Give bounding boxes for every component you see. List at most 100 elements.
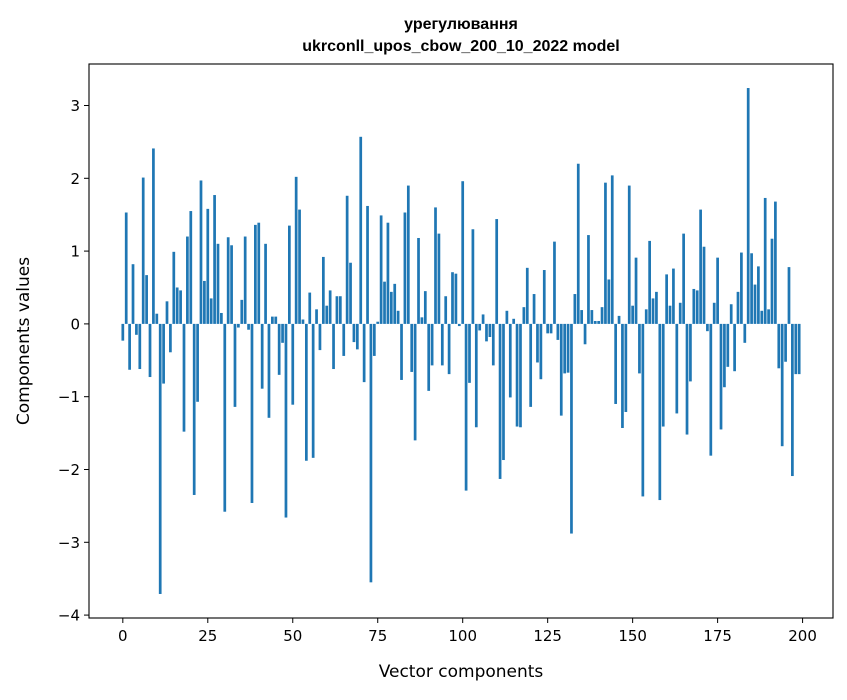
bar-34 — [237, 323, 240, 328]
bar-65 — [342, 323, 346, 356]
bar-191 — [770, 238, 774, 324]
bar-15 — [172, 251, 176, 324]
bar-130 — [563, 323, 567, 374]
y-tick-label: −1 — [58, 388, 80, 406]
bar-94 — [440, 323, 444, 366]
bar-90 — [427, 323, 431, 391]
bar-88 — [420, 317, 424, 324]
bar-40 — [257, 222, 261, 324]
bar-61 — [328, 290, 332, 324]
bar-4 — [135, 323, 138, 335]
bar-144 — [610, 175, 614, 324]
bar-181 — [736, 291, 740, 324]
bar-17 — [179, 290, 182, 324]
bar-126 — [549, 323, 553, 334]
bar-140 — [597, 320, 601, 324]
bar-24 — [203, 280, 206, 324]
bar-172 — [706, 323, 709, 332]
plot-frame — [88, 63, 834, 619]
bar-19 — [186, 236, 189, 324]
bar-28 — [216, 243, 220, 324]
bar-72 — [366, 205, 369, 324]
bar-120 — [529, 323, 533, 407]
bar-76 — [379, 215, 383, 324]
bar-153 — [641, 323, 645, 497]
bar-10 — [155, 313, 159, 324]
bar-178 — [726, 323, 730, 367]
bar-33 — [233, 323, 237, 407]
bar-177 — [723, 323, 726, 388]
bar-192 — [774, 201, 777, 324]
bar-127 — [553, 241, 556, 324]
bar-193 — [777, 323, 781, 369]
bar-23 — [199, 180, 203, 324]
y-tick-label: −2 — [58, 461, 80, 479]
x-tick-label: 0 — [118, 627, 128, 645]
bar-83 — [403, 212, 407, 324]
bar-143 — [607, 279, 611, 324]
bar-52 — [298, 209, 301, 324]
bar-116 — [515, 323, 519, 427]
bar-44 — [271, 316, 274, 324]
bar-133 — [573, 294, 577, 324]
bar-9 — [152, 148, 155, 324]
bar-197 — [791, 323, 794, 477]
bar-100 — [461, 181, 465, 324]
bar-109 — [491, 323, 495, 366]
bar-139 — [593, 320, 597, 324]
bar-53 — [301, 319, 305, 324]
bar-87 — [417, 237, 420, 324]
bar-57 — [315, 309, 318, 324]
bar-27 — [213, 195, 216, 324]
bar-168 — [692, 288, 696, 324]
bar-111 — [498, 323, 502, 479]
y-axis-label: Components values — [14, 257, 34, 425]
bar-160 — [665, 274, 668, 324]
x-tick-label: 100 — [448, 627, 477, 645]
bar-80 — [393, 283, 397, 324]
bar-118 — [522, 307, 526, 324]
bar-67 — [349, 262, 352, 324]
bar-113 — [505, 310, 509, 324]
bar-49 — [288, 225, 291, 324]
y-tick-label: 0 — [70, 315, 80, 333]
bar-196 — [787, 267, 791, 324]
bar-190 — [767, 309, 770, 324]
bar-77 — [383, 281, 386, 324]
bar-174 — [712, 302, 716, 324]
bar-136 — [583, 323, 587, 345]
bar-110 — [495, 219, 499, 324]
bar-1 — [124, 212, 128, 324]
bar-194 — [780, 323, 784, 447]
bar-97 — [451, 272, 454, 324]
bar-38 — [250, 323, 254, 503]
x-tick-label: 175 — [703, 627, 732, 645]
bar-92 — [434, 207, 437, 324]
bar-163 — [675, 323, 679, 414]
bar-96 — [447, 323, 451, 375]
bar-184 — [746, 88, 750, 324]
bar-7 — [145, 275, 148, 324]
bar-176 — [719, 323, 723, 430]
bar-166 — [685, 323, 689, 435]
bar-124 — [542, 270, 546, 324]
bar-105 — [478, 323, 482, 331]
bar-39 — [254, 224, 257, 324]
bar-152 — [638, 323, 641, 374]
bar-151 — [634, 257, 638, 324]
bar-21 — [192, 323, 196, 495]
bar-71 — [362, 323, 366, 383]
bar-55 — [308, 292, 312, 324]
bar-145 — [614, 323, 618, 404]
bar-142 — [604, 182, 607, 324]
bar-20 — [189, 211, 193, 324]
x-tick-label: 200 — [788, 627, 817, 645]
bar-41 — [260, 323, 264, 389]
bar-93 — [437, 233, 441, 324]
bar-132 — [570, 323, 573, 534]
bar-18 — [182, 323, 186, 432]
bar-60 — [325, 305, 329, 324]
bar-91 — [430, 323, 434, 366]
bar-189 — [763, 197, 767, 324]
